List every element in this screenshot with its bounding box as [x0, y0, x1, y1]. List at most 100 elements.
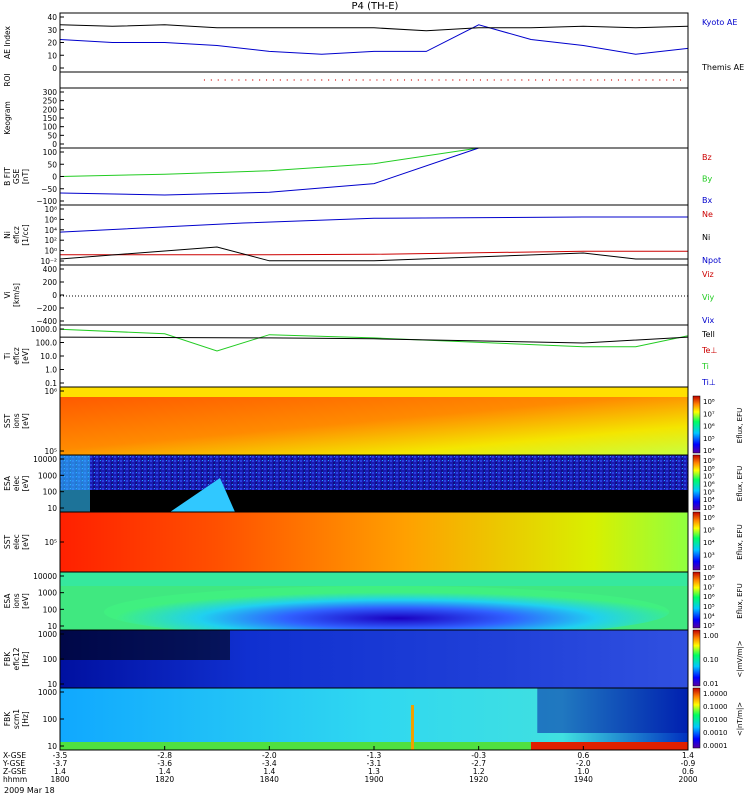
panel-frame-ti [59, 324, 689, 388]
series-ti [59, 328, 689, 352]
colorbar-tick: 10³ [703, 622, 715, 630]
roi-dot [279, 79, 281, 81]
series-tell [59, 336, 689, 344]
colorbar-tick: 10⁷ [703, 410, 715, 418]
roi-dot [535, 79, 537, 81]
esa-elec-feature [170, 478, 235, 512]
legend-vi: Viz [702, 270, 714, 279]
ytick-label: 0.1 [45, 379, 57, 388]
ytick-label: 300 [43, 88, 58, 97]
legend-ti: Te⊥ [701, 346, 717, 355]
series-themis-ae [59, 24, 689, 32]
xtick-label: -3.6 [157, 759, 172, 768]
ytick-label: 0 [52, 140, 57, 149]
ytick-label: 10⁶ [44, 387, 57, 396]
series-by [59, 147, 479, 177]
ytick-label: 10 [47, 680, 57, 689]
roi-dot [397, 79, 399, 81]
xtick-label: -3.1 [367, 759, 382, 768]
roi-dot [272, 79, 275, 81]
roi-dot [673, 79, 675, 81]
ylabel-bfit: B FIT [3, 167, 12, 186]
ytick-label: 10 [47, 51, 57, 60]
colorbar-label: <|nT/m|> [736, 702, 744, 736]
roi-dot [431, 79, 433, 81]
ylabel-esa_i: [eV] [21, 593, 30, 609]
ytick-label: 250 [43, 97, 58, 106]
ytick-label: −400 [36, 317, 57, 326]
roi-dot [479, 79, 482, 81]
xaxis-row-label: Z-GSE [3, 767, 27, 776]
ytick-label: 10² [44, 236, 57, 245]
ylabel-esa_e: [eV] [21, 476, 30, 492]
ytick-label: 0 [52, 64, 57, 73]
fbk-scm-dark [537, 688, 688, 733]
colorbar-tick: 10⁴ [703, 612, 715, 620]
xtick-label: 1820 [155, 775, 174, 784]
xtick-label: 1.0 [577, 767, 589, 776]
roi-dot [624, 79, 626, 81]
ylabel-roi: ROI [3, 73, 12, 86]
colorbar-tick: 10⁵ [703, 603, 715, 611]
roi-dot [679, 79, 682, 81]
roi-dot [438, 79, 440, 81]
legend-bfit: Bx [702, 196, 712, 205]
xaxis-row-label: Y-GSE [2, 759, 25, 768]
colorbar-tick: 10⁷ [703, 584, 715, 592]
xtick-label: -3.7 [53, 759, 68, 768]
esa-ions-topband [60, 572, 688, 586]
roi-dot [293, 79, 295, 81]
ytick-label: 10.0 [40, 352, 57, 361]
roi-dot [265, 79, 268, 81]
ylabel-bfit: GSE [12, 169, 21, 185]
fbk-scm-spike [411, 705, 414, 750]
ylabel-esa_i: ESA [3, 593, 12, 609]
roi-dot [341, 79, 344, 81]
ytick-label: 10 [47, 742, 57, 751]
sst-ions-spectrogram [60, 397, 688, 455]
roi-dot [652, 79, 654, 81]
colorbar-tick: 10⁵ [703, 527, 715, 535]
ylabel-vi: [km/s] [12, 283, 21, 307]
colorbar-tick: 10⁴ [703, 447, 715, 455]
ytick-label: −100 [36, 197, 57, 206]
xaxis-row-label: hhmm [3, 775, 27, 784]
roi-dot [224, 79, 226, 81]
xtick-label: 1.2 [473, 767, 485, 776]
ytick-label: 100 [43, 655, 58, 664]
colorbar [692, 629, 701, 687]
fbk-efic-dark [60, 630, 230, 660]
ytick-label: 100 [43, 148, 58, 157]
roi-dot [576, 79, 578, 81]
legend-vi: Vix [702, 316, 715, 325]
roi-dot [334, 79, 337, 81]
roi-dot [459, 79, 461, 81]
roi-dot [348, 79, 350, 81]
ytick-label: 10 [47, 504, 57, 513]
roi-dot [493, 79, 495, 81]
ytick-label: −200 [36, 304, 57, 313]
roi-dot [486, 79, 488, 81]
ylabel-fbk_e: [Hz] [21, 651, 30, 667]
ylabel-sst_e: SST [3, 535, 12, 550]
legend-vi: Viy [702, 293, 715, 302]
ytick-label: 400 [43, 265, 58, 274]
roi-dot [252, 79, 254, 81]
roi-dot [259, 79, 261, 81]
xtick-label: 1.3 [368, 767, 380, 776]
ylabel-fbk_b: FBK [3, 711, 12, 726]
colorbar-label: Eflux, EFU [736, 524, 744, 559]
ytick-label: 30 [47, 26, 57, 35]
legend-bfit: Bz [702, 153, 712, 162]
ytick-label: 10⁸ [44, 205, 57, 214]
colorbar-tick: 10⁶ [703, 423, 715, 431]
xtick-label: -2.0 [262, 751, 277, 760]
colorbar-tick: 0.0001 [703, 742, 728, 750]
xtick-label: -3.5 [53, 751, 68, 760]
legend-ni: Npot [702, 256, 721, 265]
roi-dot [376, 79, 378, 81]
roi-dot [362, 79, 364, 81]
ylabel-bfit: [nT] [21, 169, 30, 184]
roi-dot [514, 79, 516, 81]
